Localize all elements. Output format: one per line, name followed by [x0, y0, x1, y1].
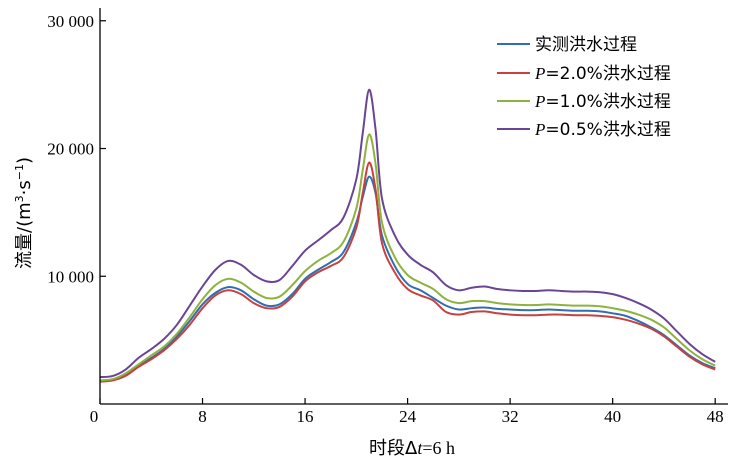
- x-ticks: 0 8 16 24 32 40 48: [90, 398, 724, 426]
- series-line-p05: [99, 88, 716, 379]
- legend-item-p05: P=0.5%洪水过程: [497, 120, 671, 140]
- y-tick-label: 30 000: [47, 12, 94, 31]
- legend-item-observed: 实测洪水过程: [497, 35, 637, 55]
- legend-label-p2: P=2.0%洪水过程: [534, 64, 671, 84]
- series-lines: [99, 88, 716, 383]
- y-tick-label: 20 000: [47, 140, 94, 159]
- legend-item-p1: P=1.0%洪水过程: [497, 92, 671, 112]
- x-tick-label: 24: [399, 407, 417, 426]
- series-line-p2: [99, 161, 716, 383]
- legend-label-p05: P=0.5%洪水过程: [534, 120, 671, 140]
- axes: [99, 8, 728, 405]
- series-line-observed: [99, 175, 716, 383]
- x-tick-label: 8: [198, 407, 207, 426]
- legend-label-observed: 实测洪水过程: [535, 35, 637, 55]
- y-tick-label: 10 000: [47, 267, 94, 286]
- legend-label-p1: P=1.0%洪水过程: [534, 92, 671, 112]
- y-ticks: 10 000 20 000 30 000: [47, 12, 106, 286]
- x-axis-title: 时段Δt=6 h: [369, 438, 455, 459]
- series-line-p1: [99, 133, 716, 382]
- legend-item-p2: P=2.0%洪水过程: [497, 64, 671, 84]
- x-tick-label: 40: [604, 407, 621, 426]
- x-tick-label: 16: [297, 407, 314, 426]
- y-axis-title: 流量/(m3·s−1): [13, 157, 35, 269]
- x-tick-label: 48: [707, 407, 724, 426]
- x-tick-label: 32: [502, 407, 519, 426]
- x-tick-label: 0: [90, 407, 99, 426]
- legend: 实测洪水过程 P=2.0%洪水过程 P=1.0%洪水过程 P=0.5%洪水过程: [497, 35, 671, 140]
